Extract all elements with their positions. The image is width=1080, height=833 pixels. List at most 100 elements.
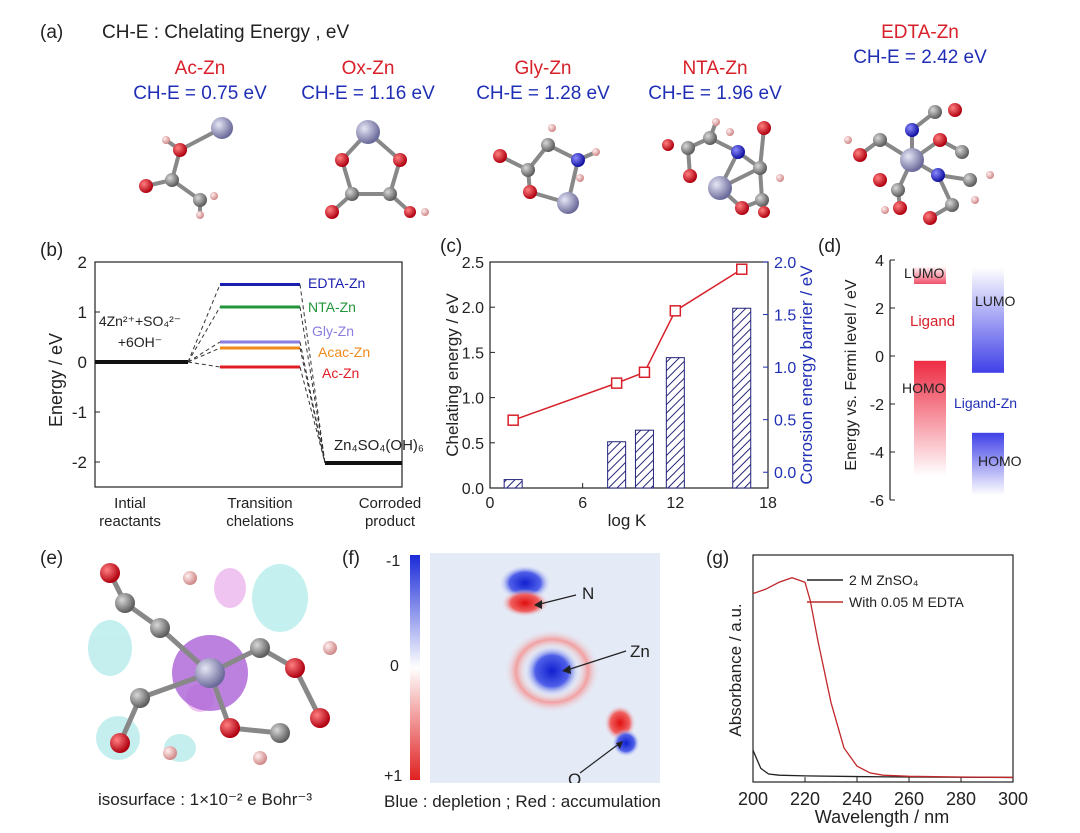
chart-c-ytick-label: 0.5: [462, 436, 484, 453]
atom-label-n: N: [582, 584, 594, 603]
panel-b-label: (b): [40, 240, 64, 261]
molecule-structures: [139, 103, 994, 225]
mol-che-ac-zn: CH-E = 0.75 eV: [133, 83, 267, 104]
barrier-bar: [665, 357, 685, 489]
chart-c-frame: [489, 261, 769, 489]
category-label-product: Corroded: [359, 495, 422, 512]
mol-name-gly-zn: Gly-Zn: [514, 58, 572, 79]
reactant-label-line1: 4Zn²⁺+SO₄²⁻: [99, 313, 181, 329]
chart-g-xlabel: Wavelength / nm: [815, 807, 949, 827]
chelating-energy-point: [669, 305, 682, 317]
molecule-ox-zn: [325, 120, 429, 219]
spectrum-line-0: [752, 749, 1014, 779]
chart-g-ylabel: Absorbance / a.u.: [726, 603, 745, 736]
mol-name-edta-zn: EDTA-Zn: [881, 22, 959, 43]
molecule-gly-zn: [493, 124, 600, 214]
level-label-gly-zn: Gly-Zn: [312, 323, 354, 339]
panel-c-label: (c): [440, 236, 463, 257]
chart-b-ytick-label: 1: [78, 303, 87, 322]
chart-c-ytick-label: 1.5: [462, 345, 484, 362]
charge-density-map: N Zn O: [430, 553, 660, 783]
ligand-label: Ligand: [910, 313, 955, 330]
panel-a-label: (a): [40, 22, 64, 43]
chart-g-xtick-label: 280: [946, 789, 976, 809]
chelating-energy-point: [610, 377, 623, 389]
chart-g-xtick-label: 240: [842, 789, 872, 809]
connector-nta-zn: [187, 306, 221, 363]
barrier-bar: [503, 479, 523, 489]
chelating-energy-point: [638, 366, 651, 379]
chart-b-ytick-label: 2: [78, 253, 87, 272]
chart-g: 200 220 240 260 280 300 Absorbance / a.u. Wav…: [726, 554, 1028, 827]
chart-c-xtick-label: 6: [578, 495, 587, 512]
chart-c-y2tick-label: 2.0: [774, 255, 796, 272]
barrier-bar: [607, 441, 627, 489]
category-label-reactants: Intial: [114, 495, 146, 512]
chelating-energy-point: [507, 414, 519, 426]
molecule-edta-zn: [844, 103, 994, 225]
chart-g-frame: [752, 554, 1014, 783]
ligand-zn-lumo-label: LUMO: [975, 293, 1016, 309]
ligand-homo-band: [914, 360, 946, 476]
mol-che-gly-zn: CH-E = 1.28 eV: [476, 83, 610, 104]
mol-che-edta-zn: CH-E = 2.42 eV: [853, 47, 987, 68]
panel-a-title: CH-E : Chelating Energy , eV: [102, 22, 350, 43]
level-label-nta-zn: NTA-Zn: [308, 299, 356, 315]
chart-b: -2 -1 0 1 2 Energy / eV 4Zn²⁺+SO₄²⁻ +6OH⁻ Zn…: [46, 253, 424, 530]
chart-g-xtick-label: 200: [738, 789, 768, 809]
ligand-lumo-band: [914, 267, 946, 284]
category-label-reactants-2: reactants: [99, 513, 161, 530]
chart-d-ytick-label: 2: [875, 301, 884, 318]
mol-che-nta-zn: CH-E = 1.96 eV: [648, 83, 782, 104]
panel-e-label: (e): [40, 548, 64, 569]
chart-b-ylabel: Energy / eV: [46, 333, 66, 427]
atom-label-zn: Zn: [630, 642, 650, 661]
category-label-product-2: product: [365, 513, 416, 530]
ligand-homo-label: HOMO: [902, 380, 946, 396]
molecule-nta-zn: [662, 118, 784, 218]
barrier-bar: [634, 429, 654, 489]
legend-edta: With 0.05 M EDTA: [849, 594, 965, 610]
chart-c-xtick-label: 0: [486, 495, 495, 512]
chart-d-ytick-label: -4: [870, 445, 884, 462]
chart-c-xlabel: log K: [608, 511, 647, 530]
isosurface-structure: [88, 563, 337, 765]
chart-d-ylabel: Energy vs. Fermi level / eV: [843, 279, 860, 471]
mol-name-nta-zn: NTA-Zn: [682, 58, 748, 79]
chart-c-y2label: Corrosion energy barrier / eV: [797, 265, 816, 485]
chart-c-y2tick-label: 0.5: [774, 413, 796, 430]
legend-zn-so4: 2 M ZnSO₄: [849, 572, 919, 588]
level-label-edta-zn: EDTA-Zn: [308, 275, 365, 291]
chart-b-frame: [94, 261, 403, 488]
chelating-energy-point: [735, 263, 748, 275]
panel-g-label: (g): [706, 548, 730, 569]
ligand-zn-lumo-band: [972, 267, 1004, 373]
chart-g-xtick-label: 260: [894, 789, 924, 809]
reactant-label-line2: +6OH⁻: [118, 334, 162, 350]
colorbar: [410, 555, 420, 780]
chart-c-y2tick-label: 1.5: [774, 308, 796, 325]
chart-d-ytick-label: -6: [870, 493, 884, 510]
colorbar-tick-mid: 0: [390, 658, 399, 675]
charge-map-caption: Blue : depletion ; Red : accumulation: [384, 792, 661, 811]
chart-d-ytick-label: 0: [875, 349, 884, 366]
panel-d-label: (d): [818, 236, 842, 257]
spectrum-line-1: [752, 577, 1014, 779]
level-label-ac-zn: Ac-Zn: [322, 365, 359, 381]
connector-out-acac-zn: [299, 347, 326, 464]
ligand-zn-homo-band: [972, 432, 1004, 496]
chart-c: 0.00.51.01.52.02.50.00.51.01.52.00 6 12 18 …: [443, 255, 816, 530]
level-label-acac-zn: Acac-Zn: [318, 344, 370, 360]
chart-d: -6 -4 -2 0 2 4 Energy vs. Fermi level / eV LU…: [843, 253, 1022, 510]
ligand-zn-label: Ligand-Zn: [954, 395, 1017, 411]
chart-c-y2tick-label: 1.0: [774, 360, 796, 377]
chart-d-ytick-label: -2: [870, 397, 884, 414]
colorbar-tick-bottom: +1: [384, 768, 403, 785]
barrier-bar: [732, 307, 752, 489]
chart-b-ytick-label: -1: [72, 403, 87, 422]
category-label-transition-2: chelations: [226, 513, 294, 530]
chelating-energy-line: [512, 268, 743, 421]
molecule-ac-zn: [139, 117, 233, 219]
panel-f-label: (f): [342, 548, 360, 569]
mol-che-ox-zn: CH-E = 1.16 eV: [301, 83, 435, 104]
